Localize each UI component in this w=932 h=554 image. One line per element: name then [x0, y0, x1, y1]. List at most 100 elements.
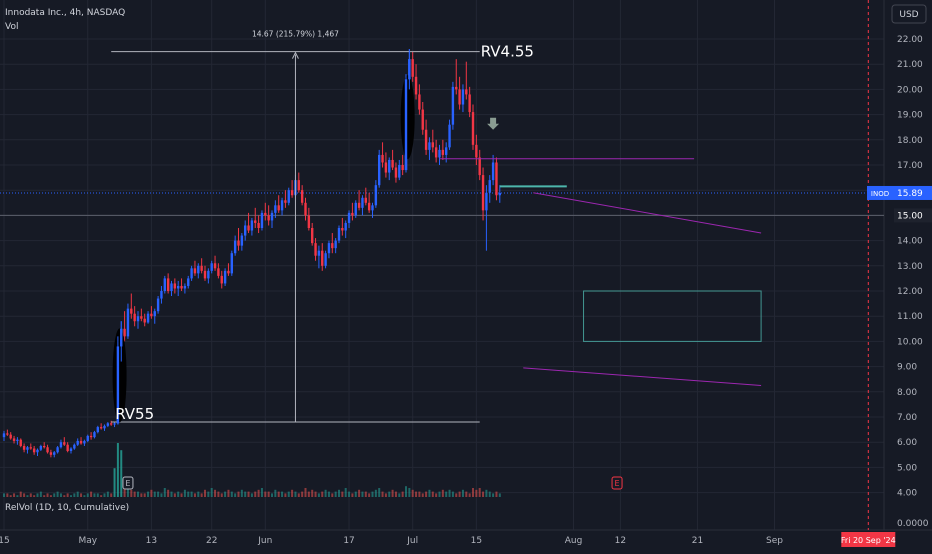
volume-label: Vol — [5, 22, 19, 32]
candle-body — [455, 86, 458, 90]
relvol-bar — [254, 491, 257, 497]
breakout-ellipse-may — [112, 328, 127, 423]
relvol-bar — [13, 493, 16, 497]
candle-body — [56, 447, 59, 453]
level-tag-value: 15.00 — [897, 211, 923, 221]
candle-body — [146, 313, 150, 323]
candle-body — [424, 129, 428, 150]
candle-body — [39, 445, 43, 450]
relvol-bar — [106, 491, 109, 497]
candle-body — [110, 423, 113, 425]
relvol-bar — [472, 488, 474, 497]
relvol-bar — [260, 488, 263, 497]
candle-body — [351, 212, 354, 216]
relvol-bar — [271, 493, 273, 497]
relvol-bar — [63, 495, 66, 497]
relvol-bar — [438, 491, 441, 497]
relvol-bar — [120, 450, 123, 497]
target-zone-box — [583, 290, 762, 342]
candle-body — [478, 157, 481, 176]
relvol-bar — [327, 491, 330, 497]
candle-body — [49, 452, 53, 455]
relvol-bar — [398, 493, 401, 497]
candle-body — [210, 263, 213, 271]
relvol-bar — [441, 489, 444, 497]
y-tick-label: 14.00 — [897, 237, 923, 247]
candle-body — [401, 165, 404, 171]
relvol-bar — [157, 491, 160, 497]
relvol-bar — [281, 491, 284, 497]
relvol-bar — [301, 491, 304, 497]
relvol-indicator-label[interactable]: RelVol (1D, 10, Cumulative) — [5, 503, 130, 513]
candle-body — [66, 444, 69, 452]
candle-body — [227, 270, 230, 274]
relvol-axis-label: 0.0000 — [897, 519, 929, 529]
candle-body — [166, 278, 170, 291]
candle-body — [311, 228, 314, 244]
candle-body — [378, 154, 381, 186]
y-tick-label: 13.00 — [897, 262, 923, 272]
candle-body — [46, 447, 49, 453]
relvol-bar — [348, 491, 351, 497]
candle-body — [2, 433, 6, 438]
relvol-bar — [197, 491, 200, 497]
candle-body — [357, 202, 361, 208]
candle-body — [270, 212, 274, 221]
relvol-bar — [291, 489, 294, 497]
candle-body — [116, 346, 120, 424]
relvol-bar — [250, 493, 253, 497]
relvol-bar — [143, 493, 146, 497]
candle-body — [408, 59, 411, 80]
x-tick-label: 17 — [343, 536, 354, 546]
relvol-bar — [173, 493, 176, 497]
candle-body — [280, 200, 284, 211]
candle-body — [73, 444, 76, 449]
last-price-tag — [894, 185, 932, 200]
relvol-bar — [110, 493, 113, 497]
y-tick-label: 21.00 — [897, 60, 923, 70]
candle-body — [86, 435, 89, 441]
drawings-layer[interactable]: 14.67 (215.79%) 1,467 RV55 RV4.55 E E — [111, 30, 762, 490]
relvol-bar — [23, 493, 26, 497]
relvol-bar — [324, 489, 327, 497]
relvol-bar — [448, 489, 451, 497]
currency-button[interactable] — [891, 4, 927, 24]
relvol-bar — [331, 493, 334, 497]
candle-body — [69, 448, 73, 452]
relvol-bar — [59, 493, 62, 497]
y-tick-label: 7.00 — [897, 413, 917, 423]
date-tag — [841, 532, 896, 547]
candle-body — [404, 79, 408, 171]
relvol-bar — [90, 491, 93, 497]
relvol-bar — [358, 489, 361, 497]
relvol-bar — [405, 486, 407, 497]
relvol-bar — [240, 489, 243, 497]
relvol-bar — [418, 491, 421, 497]
x-tick-label: Aug — [565, 536, 583, 546]
candle-body — [12, 438, 16, 441]
relvol-bar — [234, 493, 237, 497]
candle-body — [441, 149, 445, 155]
candle-body — [391, 159, 394, 168]
x-tick-label: 15 — [0, 536, 10, 546]
y-tick-label: 20.00 — [897, 85, 923, 95]
candle-body — [197, 265, 200, 274]
relvol-bar — [344, 488, 347, 497]
candle-body — [9, 434, 12, 439]
y-tick-label: 8.00 — [897, 388, 917, 398]
relvol-bar — [421, 493, 424, 497]
candle-body — [461, 89, 465, 105]
earnings-marker-label: E — [615, 479, 620, 488]
currency-button-label[interactable]: USD — [899, 10, 918, 20]
relvol-bar — [230, 491, 233, 497]
relvol-bar — [183, 489, 186, 497]
x-tick-label: 12 — [615, 536, 626, 546]
breakout-ellipse-jul — [400, 75, 415, 160]
candle-body — [327, 243, 331, 254]
relvol-bar — [284, 493, 287, 497]
relvol-bar — [100, 495, 103, 497]
relvol-bar — [187, 491, 190, 497]
candle-body — [180, 285, 183, 289]
